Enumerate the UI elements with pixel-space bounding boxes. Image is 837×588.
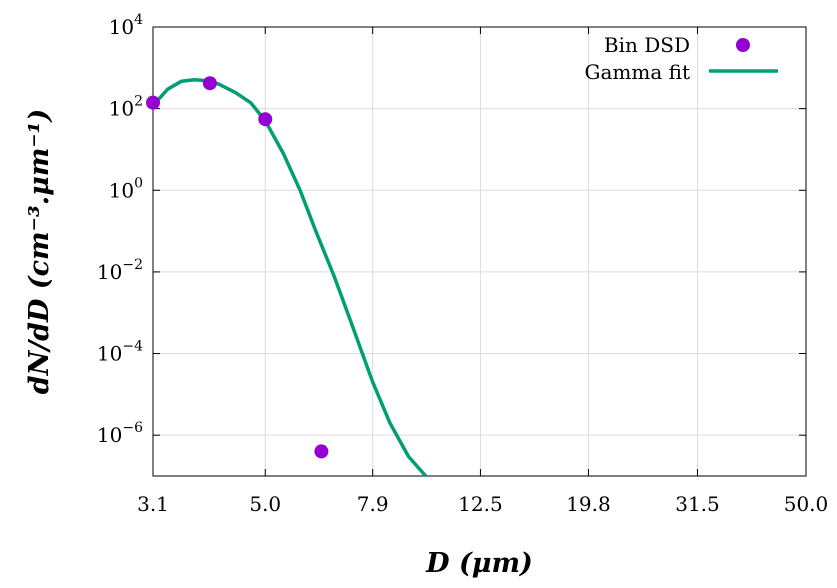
legend-marker-bin-dsd bbox=[736, 38, 750, 52]
legend-label-gamma-fit: Gamma fit bbox=[585, 60, 691, 84]
series-line-gamma-fit bbox=[151, 78, 428, 478]
data-point bbox=[258, 112, 273, 127]
x-tick-label: 31.5 bbox=[675, 492, 720, 516]
x-axis-title: D (μm) bbox=[425, 548, 533, 579]
legend-label-bin-dsd: Bin DSD bbox=[604, 33, 690, 57]
scatter-series-bin-dsd bbox=[146, 76, 329, 459]
y-tick-label: 10−4 bbox=[97, 339, 143, 366]
grid bbox=[152, 26, 807, 476]
y-tick-label: 100 bbox=[109, 175, 143, 202]
x-tick-label: 3.1 bbox=[137, 492, 169, 516]
x-tick-label: 19.8 bbox=[566, 492, 611, 516]
y-axis-title: dN/dD (cm⁻³.μm⁻¹) bbox=[24, 109, 55, 395]
y-tick-label: 10−6 bbox=[97, 420, 143, 447]
y-tick-label: 104 bbox=[109, 12, 143, 39]
x-tick-label: 12.5 bbox=[458, 492, 503, 516]
y-tick-label: 102 bbox=[109, 94, 143, 121]
x-tick-label: 5.0 bbox=[249, 492, 281, 516]
x-tick-label: 50.0 bbox=[784, 492, 829, 516]
x-axis: 3.1 5.0 7.9 12.5 19.8 31.5 50.0 bbox=[137, 27, 828, 516]
data-point bbox=[314, 444, 329, 459]
y-axis: 10−6 10−4 10−2 100 102 104 bbox=[97, 12, 806, 447]
data-point bbox=[146, 95, 160, 110]
y-tick-label: 10−2 bbox=[97, 257, 143, 284]
plot-frame bbox=[152, 26, 807, 477]
legend: Bin DSD Gamma fit bbox=[585, 33, 778, 84]
x-tick-label: 7.9 bbox=[357, 492, 389, 516]
data-point bbox=[202, 76, 217, 91]
